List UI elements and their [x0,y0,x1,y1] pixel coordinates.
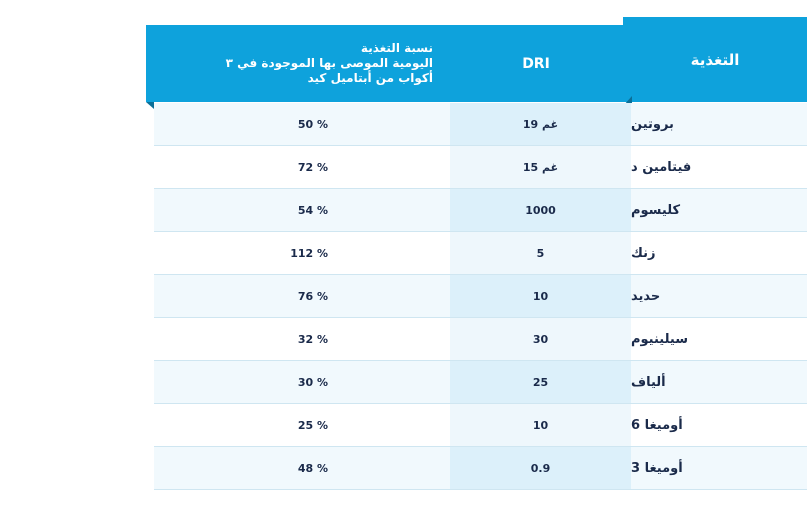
table-row: 72 % 15 غم فيتامين د [154,146,807,189]
percent-cell: 112 % [154,232,450,274]
header-nutrition: التغذية [623,17,807,102]
nutrient-name-cell: بروتين [631,103,807,145]
percent-cell: 76 % [154,275,450,317]
table-row: 112 % 5 زنك [154,232,807,275]
nutrient-name-cell: كليسوم [631,189,807,231]
table-row: 25 % 10 أوميغا 6 [154,404,807,447]
table-row: 54 % 1000 كليسوم [154,189,807,232]
dri-cell: 1000 [450,189,631,231]
header-fold-left [146,102,154,109]
nutrient-name-cell: أوميغا 3 [631,447,807,489]
dri-cell: 25 [450,361,631,403]
percent-cell: 30 % [154,361,450,403]
dri-cell: 10 [450,275,631,317]
percent-cell: 50 % [154,103,450,145]
dri-cell: 10 [450,404,631,446]
dri-cell: 30 [450,318,631,360]
dri-cell: 0.9 [450,447,631,489]
table-row: 50 % 19 غم بروتين [154,103,807,146]
nutrient-name-cell: ألياف [631,361,807,403]
nutrient-name-cell: فيتامين د [631,146,807,188]
header-percent: نسبة التغذية اليومية الموصى بها الموجودة… [146,25,449,102]
percent-cell: 32 % [154,318,450,360]
percent-cell: 48 % [154,447,450,489]
table-row: 48 % 0.9 أوميغا 3 [154,447,807,490]
nutrient-name-cell: سيلينيوم [631,318,807,360]
dri-cell: 5 [450,232,631,274]
dri-cell: 19 غم [450,103,631,145]
nutrient-name-cell: زنك [631,232,807,274]
percent-cell: 72 % [154,146,450,188]
header-dri: DRI [449,25,623,102]
table-row: 32 % 30 سيلينيوم [154,318,807,361]
nutrient-name-cell: حديد [631,275,807,317]
table-row: 76 % 10 حديد [154,275,807,318]
percent-cell: 25 % [154,404,450,446]
header-fold-right [623,96,632,106]
percent-cell: 54 % [154,189,450,231]
nutrient-name-cell: أوميغا 6 [631,404,807,446]
dri-cell: 15 غم [450,146,631,188]
table-row: 30 % 25 ألياف [154,361,807,404]
